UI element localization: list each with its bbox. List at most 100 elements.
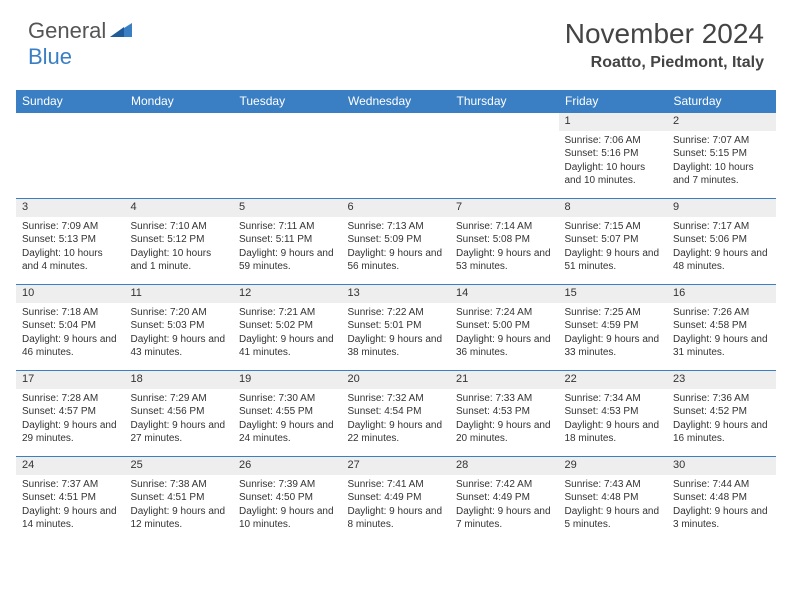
day-data-cell: Sunrise: 7:32 AMSunset: 4:54 PMDaylight:… <box>342 389 451 457</box>
day-number-cell: 28 <box>450 457 559 475</box>
day-data-row: Sunrise: 7:28 AMSunset: 4:57 PMDaylight:… <box>16 389 776 457</box>
day-data-cell: Sunrise: 7:09 AMSunset: 5:13 PMDaylight:… <box>16 217 125 285</box>
day-number-cell: 21 <box>450 371 559 389</box>
day-number-cell: 29 <box>559 457 668 475</box>
day-number-cell: 19 <box>233 371 342 389</box>
title-block: November 2024 Roatto, Piedmont, Italy <box>565 18 764 72</box>
sunrise-line: Sunrise: 7:42 AM <box>456 478 553 492</box>
day-number-row: 12 <box>16 113 776 131</box>
logo-text-general: General <box>28 18 106 44</box>
day-number-cell <box>342 113 451 131</box>
sunrise-line: Sunrise: 7:41 AM <box>348 478 445 492</box>
day-number-cell <box>450 113 559 131</box>
header: General November 2024 Roatto, Piedmont, … <box>0 0 792 80</box>
day-number-cell <box>16 113 125 131</box>
day-number-cell: 16 <box>667 285 776 303</box>
day-data-cell: Sunrise: 7:33 AMSunset: 4:53 PMDaylight:… <box>450 389 559 457</box>
daylight-line: Daylight: 9 hours and 20 minutes. <box>456 419 553 446</box>
daylight-line: Daylight: 9 hours and 5 minutes. <box>565 505 662 532</box>
sunset-line: Sunset: 4:48 PM <box>565 491 662 505</box>
sunset-line: Sunset: 5:06 PM <box>673 233 770 247</box>
sunrise-line: Sunrise: 7:11 AM <box>239 220 336 234</box>
daylight-line: Daylight: 10 hours and 10 minutes. <box>565 161 662 188</box>
weekday-header: Sunday <box>16 90 125 113</box>
day-number-cell: 3 <box>16 199 125 217</box>
sunrise-line: Sunrise: 7:39 AM <box>239 478 336 492</box>
sunrise-line: Sunrise: 7:17 AM <box>673 220 770 234</box>
sunrise-line: Sunrise: 7:29 AM <box>131 392 228 406</box>
day-data-cell: Sunrise: 7:41 AMSunset: 4:49 PMDaylight:… <box>342 475 451 543</box>
sunset-line: Sunset: 5:01 PM <box>348 319 445 333</box>
day-number-cell: 1 <box>559 113 668 131</box>
sunrise-line: Sunrise: 7:36 AM <box>673 392 770 406</box>
day-number-cell: 23 <box>667 371 776 389</box>
weekday-header: Thursday <box>450 90 559 113</box>
logo-blue-row: Blue <box>28 44 72 70</box>
sunset-line: Sunset: 4:52 PM <box>673 405 770 419</box>
daylight-line: Daylight: 10 hours and 4 minutes. <box>22 247 119 274</box>
day-data-cell: Sunrise: 7:17 AMSunset: 5:06 PMDaylight:… <box>667 217 776 285</box>
sunrise-line: Sunrise: 7:20 AM <box>131 306 228 320</box>
day-number-cell: 27 <box>342 457 451 475</box>
day-number-row: 17181920212223 <box>16 371 776 389</box>
sunrise-line: Sunrise: 7:25 AM <box>565 306 662 320</box>
day-data-cell: Sunrise: 7:38 AMSunset: 4:51 PMDaylight:… <box>125 475 234 543</box>
day-data-cell: Sunrise: 7:20 AMSunset: 5:03 PMDaylight:… <box>125 303 234 371</box>
day-data-row: Sunrise: 7:18 AMSunset: 5:04 PMDaylight:… <box>16 303 776 371</box>
day-number-cell: 7 <box>450 199 559 217</box>
day-number-cell: 20 <box>342 371 451 389</box>
day-number-cell: 30 <box>667 457 776 475</box>
daylight-line: Daylight: 10 hours and 1 minute. <box>131 247 228 274</box>
weekday-header-row: SundayMondayTuesdayWednesdayThursdayFrid… <box>16 90 776 113</box>
sunset-line: Sunset: 4:48 PM <box>673 491 770 505</box>
sunrise-line: Sunrise: 7:06 AM <box>565 134 662 148</box>
weekday-header: Monday <box>125 90 234 113</box>
sunset-line: Sunset: 5:02 PM <box>239 319 336 333</box>
sunrise-line: Sunrise: 7:09 AM <box>22 220 119 234</box>
sunset-line: Sunset: 5:15 PM <box>673 147 770 161</box>
day-number-cell: 24 <box>16 457 125 475</box>
day-number-cell: 9 <box>667 199 776 217</box>
day-number-row: 10111213141516 <box>16 285 776 303</box>
daylight-line: Daylight: 9 hours and 16 minutes. <box>673 419 770 446</box>
daylight-line: Daylight: 9 hours and 22 minutes. <box>348 419 445 446</box>
sunset-line: Sunset: 4:59 PM <box>565 319 662 333</box>
day-number-cell: 14 <box>450 285 559 303</box>
day-number-cell <box>233 113 342 131</box>
day-number-cell: 12 <box>233 285 342 303</box>
sunset-line: Sunset: 4:53 PM <box>456 405 553 419</box>
sunset-line: Sunset: 5:04 PM <box>22 319 119 333</box>
sunrise-line: Sunrise: 7:22 AM <box>348 306 445 320</box>
weekday-header: Tuesday <box>233 90 342 113</box>
daylight-line: Daylight: 9 hours and 41 minutes. <box>239 333 336 360</box>
daylight-line: Daylight: 9 hours and 51 minutes. <box>565 247 662 274</box>
day-data-cell: Sunrise: 7:25 AMSunset: 4:59 PMDaylight:… <box>559 303 668 371</box>
sunset-line: Sunset: 4:56 PM <box>131 405 228 419</box>
daylight-line: Daylight: 9 hours and 7 minutes. <box>456 505 553 532</box>
daylight-line: Daylight: 10 hours and 7 minutes. <box>673 161 770 188</box>
daylight-line: Daylight: 9 hours and 36 minutes. <box>456 333 553 360</box>
daylight-line: Daylight: 9 hours and 53 minutes. <box>456 247 553 274</box>
sunset-line: Sunset: 5:09 PM <box>348 233 445 247</box>
day-data-cell: Sunrise: 7:39 AMSunset: 4:50 PMDaylight:… <box>233 475 342 543</box>
sunrise-line: Sunrise: 7:15 AM <box>565 220 662 234</box>
day-number-cell <box>125 113 234 131</box>
daylight-line: Daylight: 9 hours and 8 minutes. <box>348 505 445 532</box>
day-data-cell: Sunrise: 7:37 AMSunset: 4:51 PMDaylight:… <box>16 475 125 543</box>
day-data-cell: Sunrise: 7:13 AMSunset: 5:09 PMDaylight:… <box>342 217 451 285</box>
daylight-line: Daylight: 9 hours and 48 minutes. <box>673 247 770 274</box>
day-data-cell: Sunrise: 7:14 AMSunset: 5:08 PMDaylight:… <box>450 217 559 285</box>
day-data-cell: Sunrise: 7:43 AMSunset: 4:48 PMDaylight:… <box>559 475 668 543</box>
weekday-header: Friday <box>559 90 668 113</box>
day-data-cell: Sunrise: 7:36 AMSunset: 4:52 PMDaylight:… <box>667 389 776 457</box>
day-number-cell: 18 <box>125 371 234 389</box>
daylight-line: Daylight: 9 hours and 38 minutes. <box>348 333 445 360</box>
sunset-line: Sunset: 4:57 PM <box>22 405 119 419</box>
day-number-cell: 13 <box>342 285 451 303</box>
day-data-cell <box>16 131 125 199</box>
location: Roatto, Piedmont, Italy <box>565 54 764 72</box>
sunset-line: Sunset: 4:49 PM <box>348 491 445 505</box>
day-number-cell: 6 <box>342 199 451 217</box>
logo-text-blue: Blue <box>28 44 72 69</box>
daylight-line: Daylight: 9 hours and 27 minutes. <box>131 419 228 446</box>
